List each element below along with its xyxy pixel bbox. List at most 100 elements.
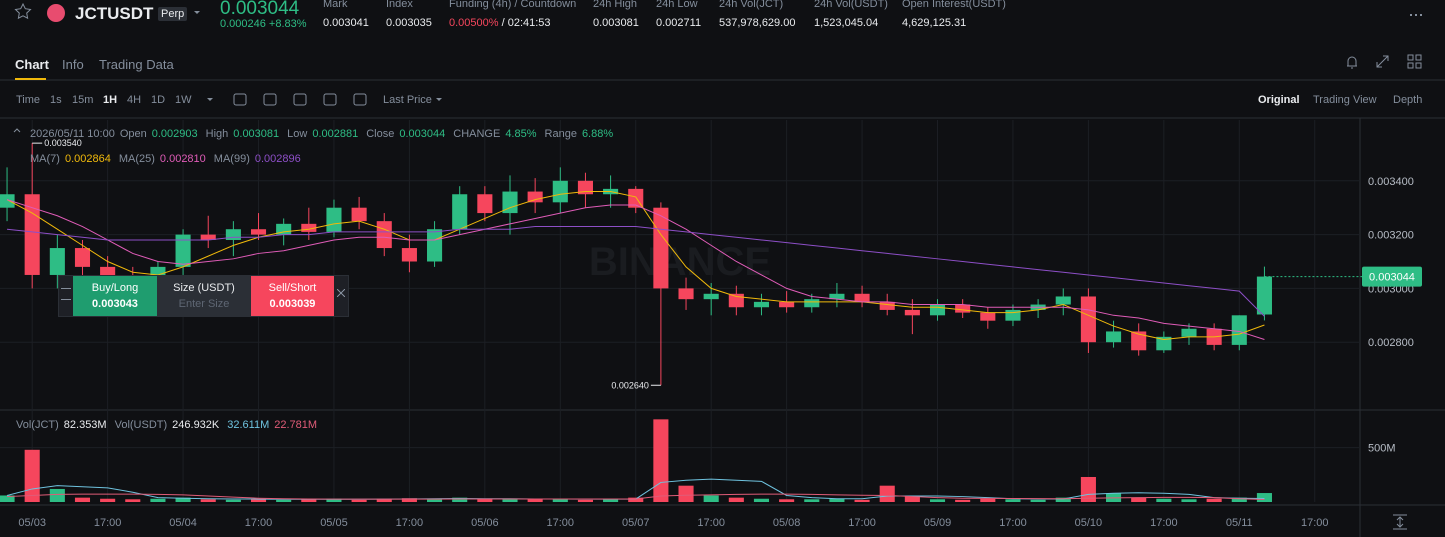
stat-value: 0.003041 (323, 17, 369, 29)
x-tick-label: 05/11 (1226, 517, 1253, 529)
volume-ma-value: 22.781M (274, 419, 318, 431)
price-type-caret (436, 98, 442, 101)
volume-bar (401, 498, 417, 502)
candle-body (653, 207, 669, 289)
legend-caret (13, 128, 21, 133)
volume-bar (980, 498, 996, 502)
volume-bar (1080, 476, 1096, 502)
view-option[interactable]: Depth (1393, 94, 1423, 106)
legend-value: 0.002903 (151, 128, 198, 140)
layout-icon (1407, 54, 1422, 69)
view-option[interactable]: Original (1258, 94, 1300, 106)
candle-body (401, 248, 417, 262)
interval[interactable]: 15m (72, 94, 94, 106)
ma-name: MA(7) (30, 153, 60, 165)
ma-line (6, 191, 1265, 341)
interval[interactable]: 1D (151, 94, 166, 106)
interval[interactable]: 1W (175, 94, 192, 106)
legend-label: Open (119, 128, 147, 140)
candle-body (250, 229, 267, 235)
legend-label: High (205, 128, 229, 140)
volume-ma-value: 32.611M (227, 419, 270, 431)
view-option[interactable]: Trading View (1313, 94, 1377, 106)
stat-label: Mark (323, 0, 348, 10)
sell-button[interactable]: Sell/Short 0.003039 (251, 276, 334, 316)
ma-name: MA(99) (213, 153, 250, 165)
tool-icon (233, 93, 247, 106)
candle-body (1256, 276, 1272, 315)
x-tick-label: 05/03 (18, 517, 46, 529)
sell-button-label: Sell/Short (268, 282, 317, 294)
legend-label: Close (366, 128, 395, 140)
volume-bar (577, 499, 593, 502)
candle-body (678, 288, 694, 300)
coin-logo (47, 4, 65, 22)
volume-bar (301, 499, 317, 502)
candle-body (326, 207, 342, 232)
fullscreen-icon[interactable] (1393, 514, 1407, 530)
volume-bar (200, 499, 216, 502)
sell-button-value: 0.003039 (269, 298, 316, 310)
volume-bar (0, 495, 15, 502)
volume-name: Vol(USDT) (114, 419, 168, 431)
candle-body (175, 234, 191, 267)
volume-bar (351, 499, 367, 502)
candle-body (74, 248, 91, 267)
volume-name: Vol(JCT) (16, 419, 59, 431)
volume-bar (502, 498, 518, 502)
x-tick-label: 05/04 (169, 517, 197, 529)
interval[interactable]: 4H (127, 94, 142, 106)
volume-bar (175, 497, 191, 502)
volume-bar (452, 497, 468, 502)
tab[interactable]: Chart (15, 57, 49, 72)
tool-icon (263, 93, 277, 106)
volume-bar (829, 498, 845, 502)
interval[interactable]: 1H (103, 94, 118, 106)
candle-body (929, 304, 946, 316)
volume-bar (74, 497, 91, 502)
volume-bar (1055, 497, 1071, 502)
interval[interactable]: Time (16, 94, 41, 106)
legend-label: Low (287, 128, 308, 140)
legend-value: 0.003081 (233, 128, 280, 140)
candle-body (200, 234, 216, 240)
candle-body (49, 248, 65, 275)
volume-bar (653, 419, 669, 502)
x-tick-label: 17:00 (547, 517, 575, 529)
close-button[interactable] (337, 289, 345, 297)
stat-value: 0.003035 (386, 17, 432, 29)
candle-body (376, 221, 392, 249)
candle-body (552, 180, 568, 203)
tab[interactable]: Trading Data (99, 57, 174, 72)
stat-label: 24h High (593, 0, 638, 10)
interval-caret (207, 98, 213, 101)
candle-body (804, 299, 820, 308)
price-type[interactable]: Last Price (383, 94, 432, 106)
stat-value: 0.003041 (323, 17, 369, 29)
buy-button-value: 0.003043 (92, 298, 138, 310)
volume-ma-line (7, 493, 1265, 501)
candle-body (301, 223, 317, 232)
ma-name: MA(25) (118, 153, 155, 165)
tab[interactable]: Info (62, 57, 84, 72)
candle-body (1131, 331, 1147, 351)
volume-bar (1156, 498, 1172, 502)
symbol[interactable]: JCTUSDT (75, 4, 154, 23)
size-input[interactable]: Size (USDT) Enter Size (157, 276, 251, 316)
candle-body (703, 293, 719, 300)
volume-bar (628, 497, 644, 502)
volume-bar (904, 495, 920, 502)
buy-button[interactable]: Buy/Long 0.003043 (73, 276, 157, 316)
candle-body (527, 191, 543, 203)
legend-time: 2026/05/11 10:00 (30, 128, 115, 140)
volume-bar (929, 499, 946, 502)
ma-line (6, 226, 1265, 317)
ma-value: 0.002810 (159, 153, 206, 165)
volume-bar (804, 499, 820, 502)
candle-body (728, 293, 744, 308)
tool-icon (353, 93, 367, 106)
min-label: 0.002640 (611, 380, 649, 390)
interval[interactable]: 1s (50, 94, 62, 106)
